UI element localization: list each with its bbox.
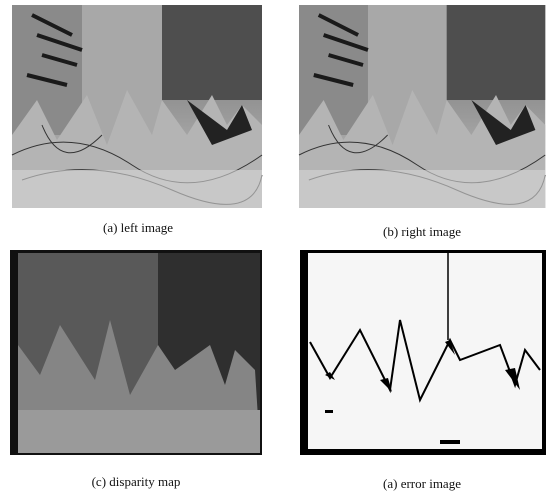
figure: (a) left image (b) right image (c) dispa…: [0, 0, 549, 493]
error-image: [300, 250, 546, 455]
left-image: [12, 5, 262, 208]
caption: (a) error image: [312, 476, 532, 492]
right-image: [299, 5, 545, 208]
figure-images: [0, 0, 549, 493]
caption: (b) right image: [312, 224, 532, 240]
disparity-map: [10, 250, 262, 455]
caption: (a) left image: [28, 220, 248, 236]
caption: (c) disparity map: [26, 474, 246, 490]
